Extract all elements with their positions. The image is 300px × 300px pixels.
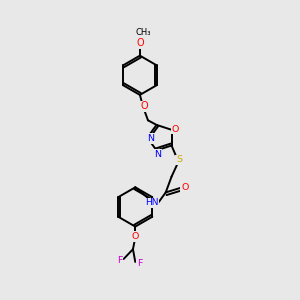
Text: O: O	[132, 232, 139, 241]
Text: CH₃: CH₃	[136, 28, 151, 38]
Text: HN: HN	[145, 198, 158, 207]
Text: O: O	[140, 101, 148, 112]
Text: N: N	[154, 150, 161, 159]
Text: F: F	[117, 256, 123, 265]
Text: O: O	[181, 183, 189, 192]
Text: N: N	[147, 134, 154, 143]
Text: F: F	[137, 259, 142, 268]
Text: O: O	[136, 38, 144, 48]
Text: S: S	[176, 155, 182, 164]
Text: O: O	[172, 124, 179, 134]
